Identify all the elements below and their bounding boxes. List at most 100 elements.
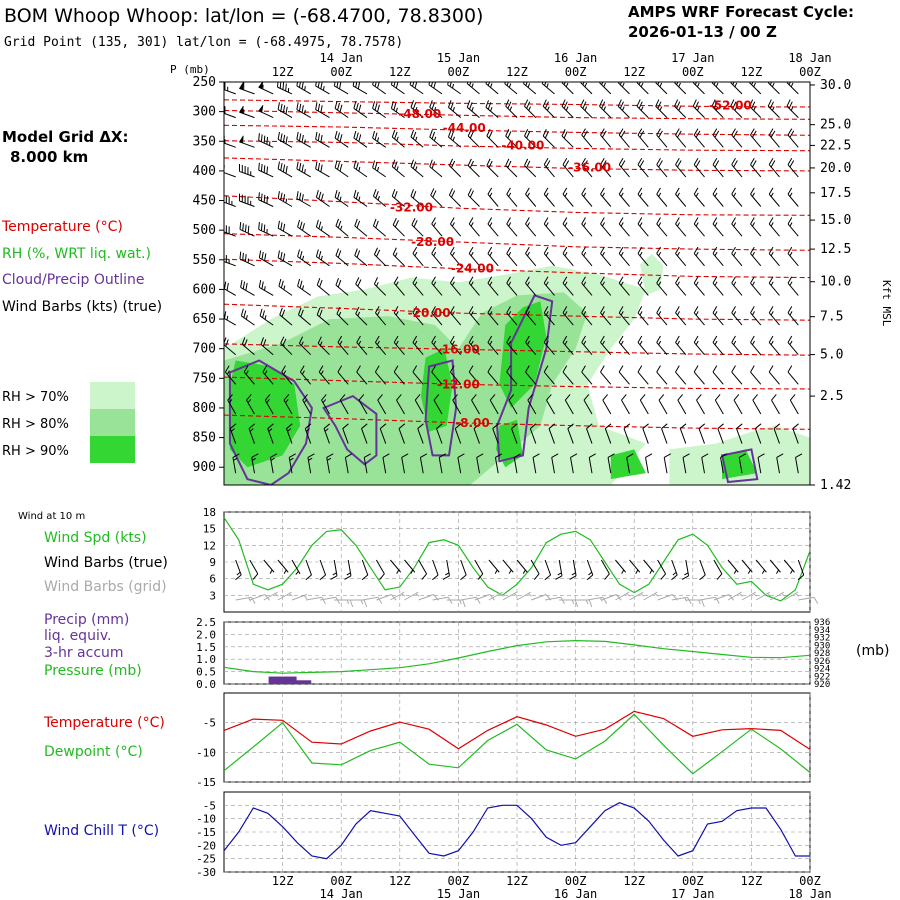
barb-shaft (468, 371, 480, 385)
wind-barb (562, 187, 574, 207)
model-grid-label: Model Grid ΔX: (2, 128, 129, 146)
wind-barb-grid (235, 596, 256, 604)
barb-shaft (621, 399, 630, 415)
barb-flag (372, 160, 376, 168)
wind-barb (792, 423, 799, 444)
barb-shaft (487, 371, 499, 385)
barb-flag (750, 335, 755, 343)
wind-barb (642, 423, 649, 444)
barb-shaft (375, 371, 387, 385)
barb-flag (372, 82, 376, 85)
top-hour-label: 00Z (448, 65, 470, 79)
barb-flag (600, 276, 605, 284)
wind-barb (717, 423, 724, 444)
barb-flag (448, 158, 454, 166)
barb-flag (394, 191, 398, 199)
barb-half-flag (339, 196, 342, 201)
wind-barb-grid (685, 599, 705, 608)
barb-shaft (508, 399, 518, 415)
barb-half-flag (508, 569, 512, 574)
barb-flag (468, 217, 474, 225)
barb-half-flag (734, 82, 738, 88)
barb-flag (601, 82, 606, 85)
wind-barb (337, 365, 349, 385)
barb-flag (750, 157, 755, 165)
barb-flag (693, 246, 699, 254)
wind-barb (655, 99, 668, 118)
barb-flag (262, 310, 266, 318)
barb-half-flag (790, 569, 793, 574)
barb-flag (450, 102, 454, 110)
barb-flag (260, 163, 263, 172)
wind-barb (787, 306, 799, 326)
wind-barb (696, 394, 705, 415)
barb-flag (356, 220, 361, 229)
barb-flag (581, 157, 586, 165)
windchill-tick-label: -20 (196, 839, 216, 852)
barb-flag (525, 187, 530, 195)
barb-flag (218, 253, 223, 260)
bottom-hour-label: 00Z (682, 874, 704, 888)
barb-flag (506, 276, 511, 284)
barb-flag (258, 279, 262, 288)
barb-flag (259, 308, 263, 317)
barb-half-flag (228, 399, 233, 404)
barb-shaft (432, 559, 439, 576)
wind-barb (787, 187, 799, 207)
barb-flag (277, 250, 280, 258)
barb-flag (486, 158, 491, 166)
barb-flag (676, 82, 681, 85)
barb-flag (297, 249, 301, 257)
barb-flag (361, 423, 368, 429)
wind-barb (768, 276, 780, 296)
barb-flag (285, 83, 287, 91)
barb-flag (258, 250, 262, 258)
wind-barb (768, 217, 780, 237)
barb-flag (693, 128, 699, 136)
barb-flag (562, 306, 568, 314)
barb-flag (430, 82, 434, 87)
wind-barb (562, 157, 574, 178)
barb-half-flag (584, 106, 588, 111)
barb-flag (701, 599, 705, 608)
barb-flag (263, 165, 266, 173)
barb-flag (232, 453, 240, 458)
barb-half-flag (677, 192, 680, 197)
barb-flag (487, 365, 493, 373)
barb-flag (487, 246, 493, 254)
barb-half-flag (322, 399, 327, 404)
barb-flag (374, 306, 380, 314)
barb-flag (570, 453, 578, 458)
barb-flag (263, 194, 266, 203)
barb-flag (768, 157, 774, 165)
wind-barb (410, 100, 424, 118)
wind-barb-true (418, 559, 428, 580)
barb-flag (277, 131, 280, 140)
wind-barb (468, 335, 480, 356)
barb-flag (583, 130, 588, 138)
barb-half-flag (620, 222, 624, 227)
wind-barb (429, 100, 443, 118)
barb-flag (336, 82, 339, 88)
wind-barb (353, 190, 368, 207)
barb-flag (277, 191, 280, 199)
wind-barb (682, 453, 690, 474)
wind-barb (524, 158, 537, 178)
wind-barb (262, 365, 274, 385)
barb-flag (363, 453, 371, 458)
wind-barb (618, 276, 630, 296)
wind-barb-grid (798, 596, 819, 604)
legend-temperature: Temperature (°C) (1, 219, 123, 235)
temperature-line (223, 710, 811, 750)
barb-shaft (431, 371, 443, 385)
barb-flag (282, 223, 286, 232)
barb-flag (429, 159, 433, 167)
barb-shaft (460, 559, 467, 576)
barb-flag (750, 276, 755, 284)
barb-flag (789, 394, 796, 401)
barb-pennant (239, 135, 244, 144)
barb-flag (488, 131, 493, 139)
wind-barb (449, 335, 462, 356)
barb-flag (468, 276, 474, 284)
